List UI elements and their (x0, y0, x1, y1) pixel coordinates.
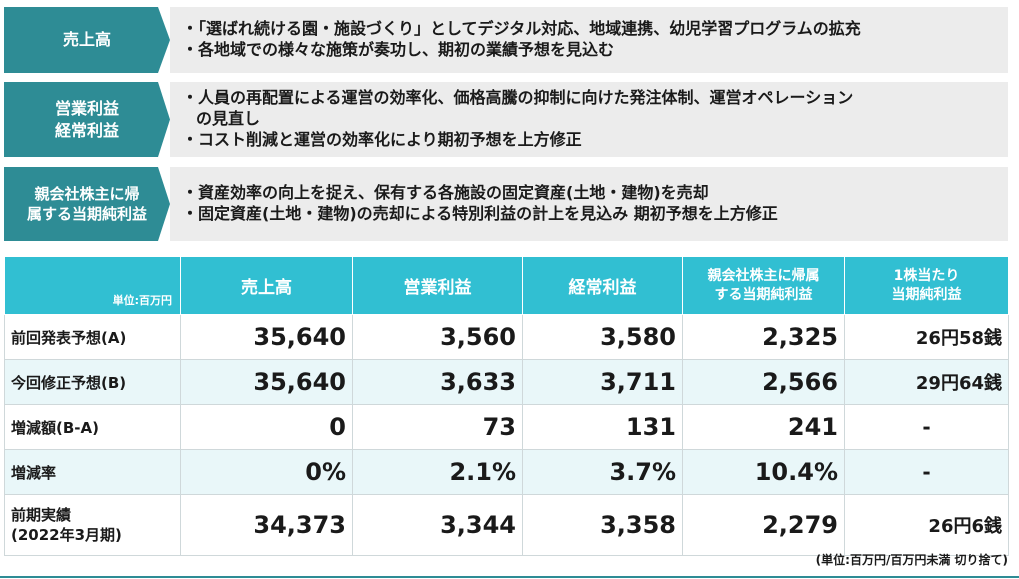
row-label: 増減率 (4, 449, 181, 495)
cell-net-income: 2,566 (682, 359, 845, 405)
cell-sales: 35,640 (180, 314, 353, 360)
summary-label: 営業利益 経常利益 (4, 82, 170, 157)
summary-line: ・固定資産(土地・建物)の売却による特別利益の計上を見込み 期初予想を上方修正 (182, 204, 778, 223)
summary-line: の見直し (196, 109, 261, 129)
header-sales: 売上高 (180, 256, 353, 315)
header-eps: 1株当たり 当期純利益 (844, 256, 1009, 315)
cell-eps: - (844, 449, 1009, 495)
cell-eps: 26円58銭 (844, 314, 1009, 360)
cell-ordinary-profit: 3.7% (522, 449, 683, 495)
forecast-table: 単位:百万円 売上高 営業利益 経常利益 親会社株主に帰属 する当期純利益 1株… (4, 256, 1009, 556)
summary-label-text: 経常利益 (54, 120, 119, 140)
cell-sales: 0 (180, 404, 353, 450)
summary-sales: 売上高 ・「選ばれ続ける園・施設づくり」としてデジタル対応、地域連携、幼児学習プ… (4, 7, 1008, 73)
summary-line: ・各地域での様々な施策が奏功し、期初の業績予想を見込む (182, 40, 615, 59)
header-operating-profit: 営業利益 (352, 256, 523, 315)
cell-ordinary-profit: 3,358 (522, 494, 683, 556)
unit-header: 単位:百万円 (4, 256, 181, 315)
cell-operating-profit: 3,560 (352, 314, 523, 360)
summary-label: 売上高 (4, 7, 170, 73)
footer-divider (0, 576, 1019, 578)
cell-operating-profit: 2.1% (352, 449, 523, 495)
summary-body: ・「選ばれ続ける園・施設づくり」としてデジタル対応、地域連携、幼児学習プログラム… (170, 7, 1008, 73)
table-row: 前期実績 (2022年3月期) 34,373 3,344 3,358 2,279… (4, 494, 1009, 556)
cell-eps: - (844, 404, 1009, 450)
summary-label-text: 売上高 (62, 30, 111, 50)
summary-line: ・コスト削減と運営の効率化により期初予想を上方修正 (182, 129, 582, 149)
summary-operating-profit: 営業利益 経常利益 ・人員の再配置による運営の効率化、価格高騰の抑制に向けた発注… (4, 82, 1008, 157)
table-header-row: 単位:百万円 売上高 営業利益 経常利益 親会社株主に帰属 する当期純利益 1株… (4, 256, 1009, 315)
summary-label-text: 属する当期純利益 (26, 205, 147, 223)
summary-line: ・「選ばれ続ける園・施設づくり」としてデジタル対応、地域連携、幼児学習プログラム… (182, 19, 861, 39)
table-row: 増減額(B-A) 0 73 131 241 - (4, 404, 1009, 450)
summary-line: ・人員の再配置による運営の効率化、価格高騰の抑制に向けた発注体制、運営オペレーシ… (182, 88, 854, 108)
cell-ordinary-profit: 131 (522, 404, 683, 450)
table-row: 増減率 0% 2.1% 3.7% 10.4% - (4, 449, 1009, 495)
cell-operating-profit: 3,344 (352, 494, 523, 556)
cell-ordinary-profit: 3,580 (522, 314, 683, 360)
summary-line: ・資産効率の向上を捉え、保有する各施設の固定資産(土地・建物)を売却 (182, 183, 709, 203)
table-row: 前回発表予想(A) 35,640 3,560 3,580 2,325 26円58… (4, 314, 1009, 360)
summary-label: 親会社株主に帰 属する当期純利益 (4, 167, 170, 241)
unit-note: (単位:百万円/百万円未満 切り捨て) (815, 553, 1008, 567)
cell-sales: 0% (180, 449, 353, 495)
summary-body: ・資産効率の向上を捉え、保有する各施設の固定資産(土地・建物)を売却 ・固定資産… (170, 167, 1008, 241)
cell-eps: 29円64銭 (844, 359, 1009, 405)
summary-label-text: 親会社株主に帰 (34, 184, 140, 203)
cell-net-income: 2,279 (682, 494, 845, 556)
cell-ordinary-profit: 3,711 (522, 359, 683, 405)
row-label: 増減額(B-A) (4, 404, 181, 450)
header-ordinary-profit: 経常利益 (522, 256, 683, 315)
cell-sales: 34,373 (180, 494, 353, 556)
table-row: 今回修正予想(B) 35,640 3,633 3,711 2,566 29円64… (4, 359, 1009, 405)
header-net-income: 親会社株主に帰属 する当期純利益 (682, 256, 845, 315)
summary-body: ・人員の再配置による運営の効率化、価格高騰の抑制に向けた発注体制、運営オペレーシ… (170, 82, 1008, 157)
row-label: 今回修正予想(B) (4, 359, 181, 405)
cell-sales: 35,640 (180, 359, 353, 405)
cell-net-income: 241 (682, 404, 845, 450)
summary-label-text: 営業利益 (54, 98, 119, 118)
cell-eps: 26円6銭 (844, 494, 1009, 556)
row-label: 前回発表予想(A) (4, 314, 181, 360)
cell-operating-profit: 73 (352, 404, 523, 450)
cell-operating-profit: 3,633 (352, 359, 523, 405)
cell-net-income: 2,325 (682, 314, 845, 360)
summary-net-income: 親会社株主に帰 属する当期純利益 ・資産効率の向上を捉え、保有する各施設の固定資… (4, 167, 1008, 241)
row-label: 前期実績 (2022年3月期) (4, 494, 181, 556)
cell-net-income: 10.4% (682, 449, 845, 495)
